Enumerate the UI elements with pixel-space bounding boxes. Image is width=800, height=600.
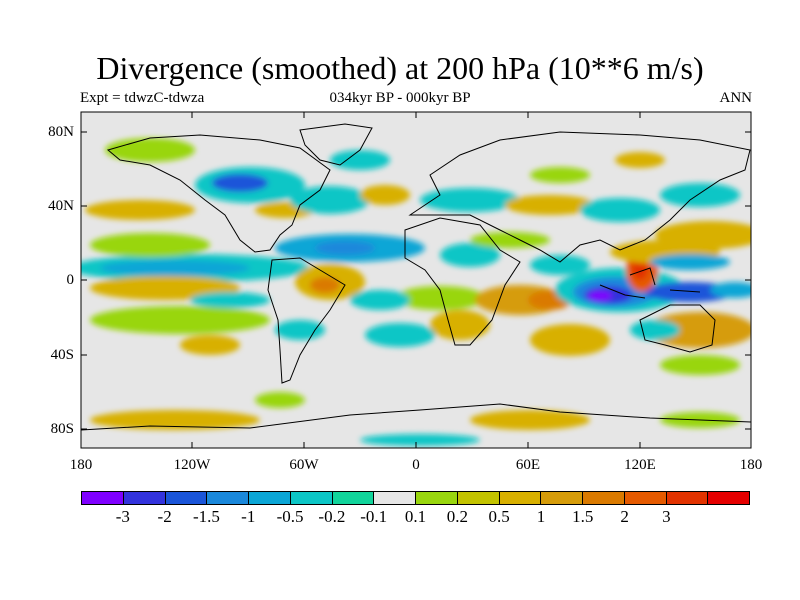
- coastline-australia: [639, 304, 716, 353]
- contour-blob: [255, 392, 305, 408]
- contour-blob: [360, 434, 480, 446]
- contour-blob: [530, 167, 590, 183]
- contour-blob: [212, 174, 268, 192]
- experiment-label: Expt = tdwzC-tdwza: [80, 90, 205, 106]
- colorbar-swatch: [207, 492, 249, 504]
- colorbar-label: -1: [241, 507, 256, 526]
- contour-blob: [90, 276, 240, 300]
- colorbar-swatch: [666, 492, 709, 504]
- contour-blob: [190, 292, 270, 308]
- colorbar-label: -2: [157, 507, 172, 526]
- colorbar-swatch: [708, 492, 749, 504]
- contour-blob: [440, 243, 500, 267]
- contour-blob: [395, 286, 485, 310]
- contour-blob: [90, 306, 270, 334]
- contour-blob: [315, 241, 375, 255]
- contour-blob: [650, 254, 730, 270]
- contour-blob: [180, 335, 240, 355]
- coastline-south-america: [267, 257, 346, 384]
- lon-label-60E: 60E: [515, 457, 541, 473]
- colorbar-label: -3: [115, 507, 130, 526]
- contour-blob: [655, 221, 751, 249]
- colorbar-label: -0.2: [318, 507, 346, 526]
- contour-blob: [470, 232, 550, 248]
- colorbar-swatch: [624, 492, 667, 504]
- axis-ticks: [81, 112, 751, 448]
- contour-blob: [710, 282, 751, 298]
- colorbar-label: 1.5: [572, 507, 594, 526]
- divergence-field: [81, 138, 751, 446]
- lon-label-180E: 180: [739, 457, 763, 473]
- coastline-indonesia: [599, 267, 701, 299]
- contour-blob: [660, 183, 740, 207]
- contour-blob: [310, 277, 340, 293]
- contour-blob: [330, 150, 390, 170]
- contour-blob: [588, 291, 612, 301]
- contour-blob: [470, 410, 590, 430]
- lat-label-40N: 40N: [48, 198, 74, 214]
- colorbar-swatch: [457, 492, 500, 504]
- contour-blob: [90, 410, 260, 430]
- colorbar-swatch: [82, 492, 124, 504]
- lon-label-0: 0: [412, 457, 420, 473]
- contour-blob: [360, 185, 410, 205]
- contour-blob: [350, 290, 410, 310]
- contour-blob: [85, 200, 195, 220]
- contour-blob: [530, 255, 590, 275]
- colorbar-swatch: [499, 492, 542, 504]
- contour-blob: [290, 186, 370, 214]
- colorbar-label: -1.5: [192, 507, 220, 526]
- lat-label-80N: 80N: [48, 124, 74, 140]
- lon-label-120E: 120E: [624, 457, 656, 473]
- colorbar-swatch: [416, 492, 458, 504]
- colorbar-swatch: [583, 492, 625, 504]
- colorbar-swatch: [290, 492, 333, 504]
- coastlines: [81, 123, 751, 431]
- coastline-north-america: [106, 134, 331, 253]
- colorbar-label: 3: [662, 507, 671, 526]
- colorbar-label: -0.5: [276, 507, 304, 526]
- lat-label-80S: 80S: [50, 421, 74, 437]
- contour-blob: [420, 188, 520, 212]
- colorbar: [81, 491, 750, 505]
- colorbar-swatch: [123, 492, 166, 504]
- colorbar-label: 1: [536, 507, 546, 526]
- period-label: 034kyr BP - 000kyr BP: [329, 90, 471, 106]
- colorbar-swatch: [374, 492, 416, 504]
- colorbar-swatch: [249, 492, 291, 504]
- contour-blob: [275, 320, 325, 340]
- contour-blob: [100, 260, 250, 276]
- coastline-greenland: [299, 123, 373, 166]
- colorbar-swatch: [541, 492, 583, 504]
- lon-label-120W: 120W: [173, 457, 211, 473]
- contour-blob: [615, 152, 665, 168]
- contour-blob: [365, 323, 435, 347]
- colorbar-label: 2: [620, 507, 629, 526]
- season-label: ANN: [719, 90, 753, 106]
- contour-blob: [430, 310, 490, 340]
- colorbar-label: 0.5: [488, 507, 510, 526]
- coastline-africa: [404, 217, 521, 346]
- contour-blob: [630, 320, 680, 340]
- colorbar-swatch: [165, 492, 208, 504]
- colorbar-label: -0.1: [360, 507, 388, 526]
- colorbar-label: 0.2: [446, 507, 468, 526]
- coastline-eurasia: [408, 131, 751, 263]
- colorbar-swatch: [332, 492, 375, 504]
- contour-blob: [505, 195, 595, 215]
- lat-label-40S: 40S: [50, 347, 74, 363]
- lon-label-60W: 60W: [289, 457, 319, 473]
- contour-blob: [580, 198, 660, 222]
- contour-blob: [660, 355, 740, 375]
- contour-blob: [530, 324, 610, 356]
- title: Divergence (smoothed) at 200 hPa (10**6 …: [96, 50, 704, 86]
- coastline-antarctica: [81, 403, 751, 431]
- contour-blob: [90, 233, 210, 257]
- contour-blob: [645, 312, 751, 348]
- colorbar-label: 0.1: [404, 507, 427, 526]
- lon-label-180W: 180: [69, 457, 93, 473]
- lat-label-0: 0: [66, 272, 75, 288]
